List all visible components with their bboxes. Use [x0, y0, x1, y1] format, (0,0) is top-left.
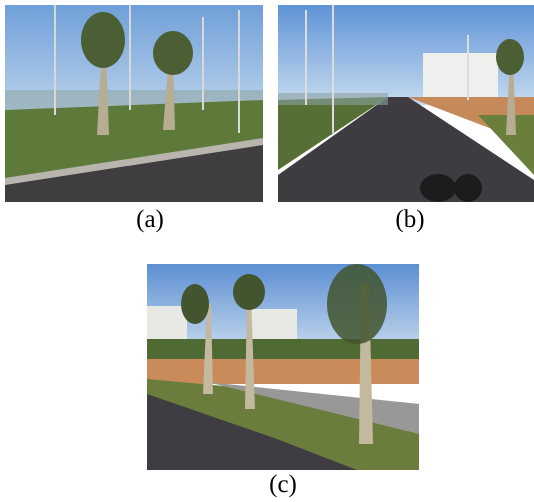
tree-crown — [327, 264, 387, 344]
page: Figure html, body { margin: 0; padding: … — [0, 0, 534, 502]
tree-crown — [181, 284, 209, 324]
tree-crown — [233, 274, 265, 310]
photo-c — [147, 264, 419, 470]
shadow — [454, 174, 482, 202]
photo-a — [5, 5, 263, 202]
building — [247, 309, 297, 341]
panel-label: (a) — [110, 206, 190, 234]
panel-label: (b) — [370, 206, 450, 234]
photo-b — [278, 5, 534, 202]
dirt — [147, 359, 419, 384]
panel-label: (c) — [243, 471, 323, 499]
building — [423, 53, 498, 98]
tree-crown — [81, 12, 125, 68]
figure: {"panels": [{"label": "(a)"}, {"label": … — [0, 0, 534, 502]
tree-crown — [496, 39, 524, 75]
building — [147, 306, 187, 341]
shadow — [420, 174, 456, 202]
tree-crown — [153, 31, 193, 75]
